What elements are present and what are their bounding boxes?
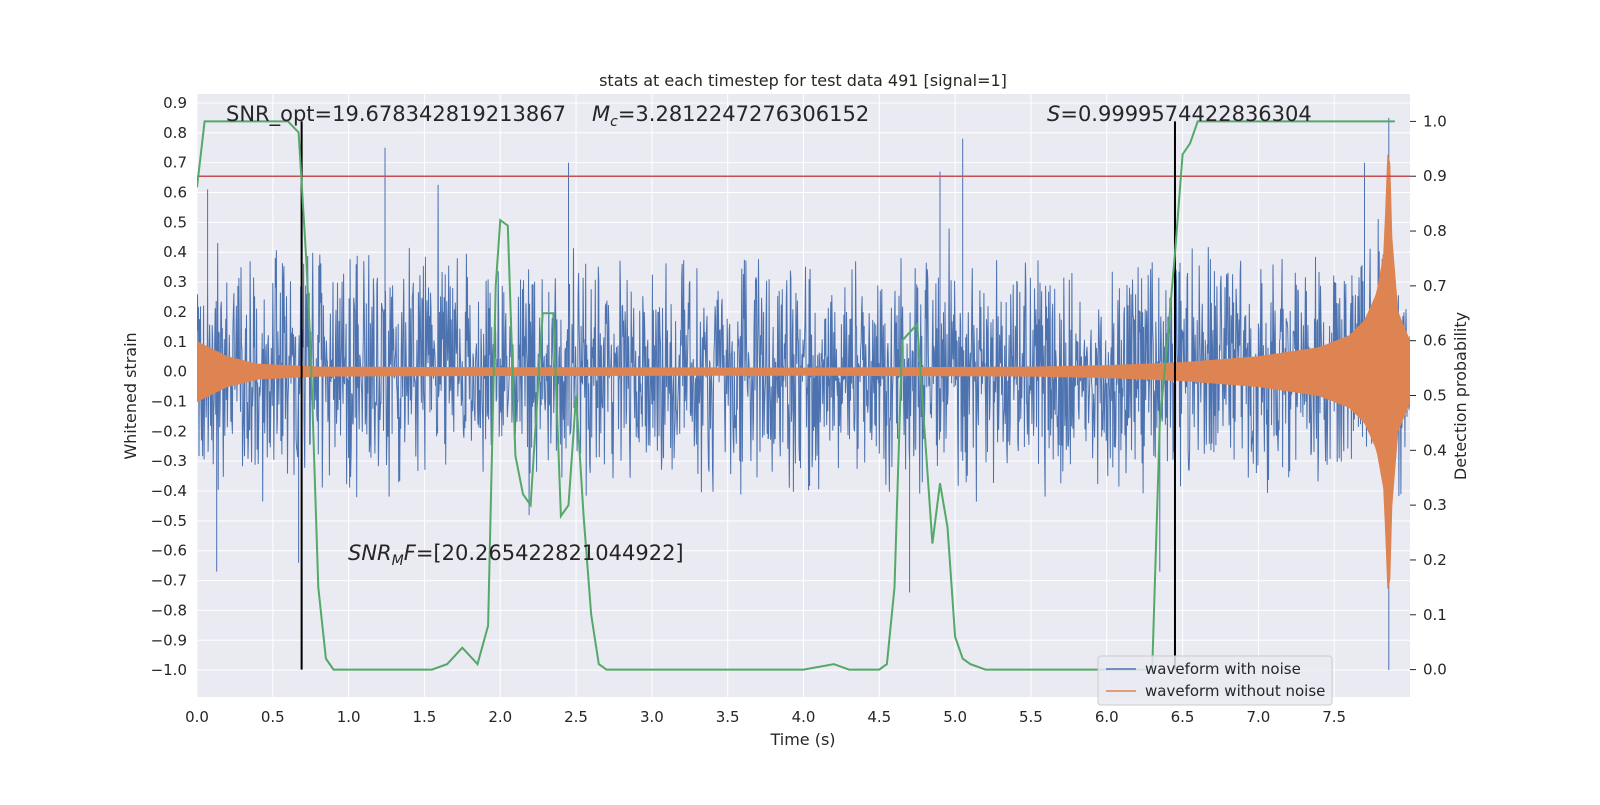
x-tick-label: 3.0: [640, 708, 664, 726]
x-tick-label: 4.0: [792, 708, 816, 726]
annotation-snr-mf: SNRMF=[20.265422821044922]: [348, 541, 684, 569]
overlay-lines: [197, 121, 1410, 670]
x-tick-label: 7.5: [1322, 708, 1346, 726]
y-left-tick-label: −0.6: [151, 542, 187, 560]
y-left-tick-label: −0.2: [151, 422, 187, 440]
y-axis-label-left: Whitened strain: [121, 332, 140, 459]
chart-title: stats at each timestep for test data 491…: [599, 71, 1007, 90]
y-left-tick-label: −0.3: [151, 452, 187, 470]
annotation-snr-mf-value: =[20.265422821044922]: [416, 541, 684, 565]
y-right-tick-label: 0.9: [1423, 167, 1447, 185]
annotation-chirp-mass-symbol: M: [592, 102, 610, 126]
y-right-tick-label: 0.4: [1423, 441, 1447, 459]
x-tick-label: 5.0: [943, 708, 967, 726]
y-right-tick-label: 0.2: [1423, 551, 1447, 569]
annotation-s: S=0.9999574422836304: [1047, 102, 1312, 126]
y-left-tick-label: −0.7: [151, 572, 187, 590]
legend-box: [1097, 655, 1333, 706]
y-right-tick-label: 0.0: [1423, 661, 1447, 679]
x-tick-label: 5.5: [1019, 708, 1043, 726]
annotation-snr-mf-letter: F: [404, 541, 417, 565]
legend-label-clean: waveform without noise: [1145, 682, 1325, 700]
annotation-chirp-mass: Mc=3.2812247276306152: [592, 102, 869, 130]
y-left-tick-label: −0.4: [151, 482, 187, 500]
y-right-tick-label: 0.6: [1423, 332, 1447, 350]
annotation-s-symbol: S: [1047, 102, 1060, 126]
y-left-tick-label: 0.6: [163, 184, 187, 202]
axis-ticks: 0.0 0.5 1.0 1.5 2.0 2.5 3.0 3.5 4.0 4.5 5.0 5.5 6.0 6…: [151, 94, 1447, 726]
clean-envelope: [197, 154, 1410, 589]
annotation-snr-opt: SNR_opt=19.678342819213867: [226, 102, 566, 127]
x-tick-label: 2.5: [564, 708, 588, 726]
legend-label-noisy: waveform with noise: [1145, 660, 1301, 678]
x-axis-label: Time (s): [769, 730, 835, 749]
annotation-chirp-mass-subscript: c: [610, 114, 618, 130]
x-tick-label: 6.0: [1095, 708, 1119, 726]
y-right-tick-label: 0.8: [1423, 222, 1447, 240]
annotation-chirp-mass-value: =3.2812247276306152: [618, 102, 869, 126]
y-right-tick-label: 0.7: [1423, 277, 1447, 295]
y-left-tick-label: −1.0: [151, 661, 187, 679]
y-left-tick-label: −0.9: [151, 631, 187, 649]
y-right-tick-label: 1.0: [1423, 112, 1447, 130]
annotation-snr-mf-subscript: M: [392, 553, 404, 569]
y-left-tick-label: −0.5: [151, 512, 187, 530]
y-left-tick-label: 0.1: [163, 333, 187, 351]
annotation-snr-mf-symbol: SNR: [348, 541, 392, 565]
y-left-tick-label: −0.8: [151, 601, 187, 619]
y-left-tick-label: 0.9: [163, 94, 187, 112]
legend: waveform with noise waveform without noi…: [1097, 655, 1333, 706]
y-right-tick-label: 0.3: [1423, 496, 1447, 514]
x-tick-label: 0.5: [261, 708, 285, 726]
x-tick-label: 1.5: [413, 708, 437, 726]
y-left-tick-label: 0.3: [163, 273, 187, 291]
x-tick-label: 6.5: [1171, 708, 1195, 726]
x-tick-label: 1.0: [337, 708, 361, 726]
y-left-tick-label: 0.5: [163, 213, 187, 231]
series-waveform-without-noise: [197, 154, 1410, 589]
x-tick-label: 4.5: [867, 708, 891, 726]
y-axis-label-right: Detection probability: [1451, 312, 1470, 480]
y-left-tick-label: −0.1: [151, 392, 187, 410]
x-tick-label: 7.0: [1246, 708, 1270, 726]
y-left-tick-label: 0.0: [163, 363, 187, 381]
y-left-tick-label: 0.7: [163, 154, 187, 172]
x-tick-label: 0.0: [185, 708, 209, 726]
x-tick-label: 2.0: [488, 708, 512, 726]
y-left-tick-label: 0.2: [163, 303, 187, 321]
y-left-tick-label: 0.4: [163, 243, 187, 261]
y-right-tick-label: 0.5: [1423, 387, 1447, 405]
annotation-s-value: =0.9999574422836304: [1060, 102, 1311, 126]
x-tick-label: 3.5: [716, 708, 740, 726]
y-right-tick-label: 0.1: [1423, 606, 1447, 624]
y-left-tick-label: 0.8: [163, 124, 187, 142]
